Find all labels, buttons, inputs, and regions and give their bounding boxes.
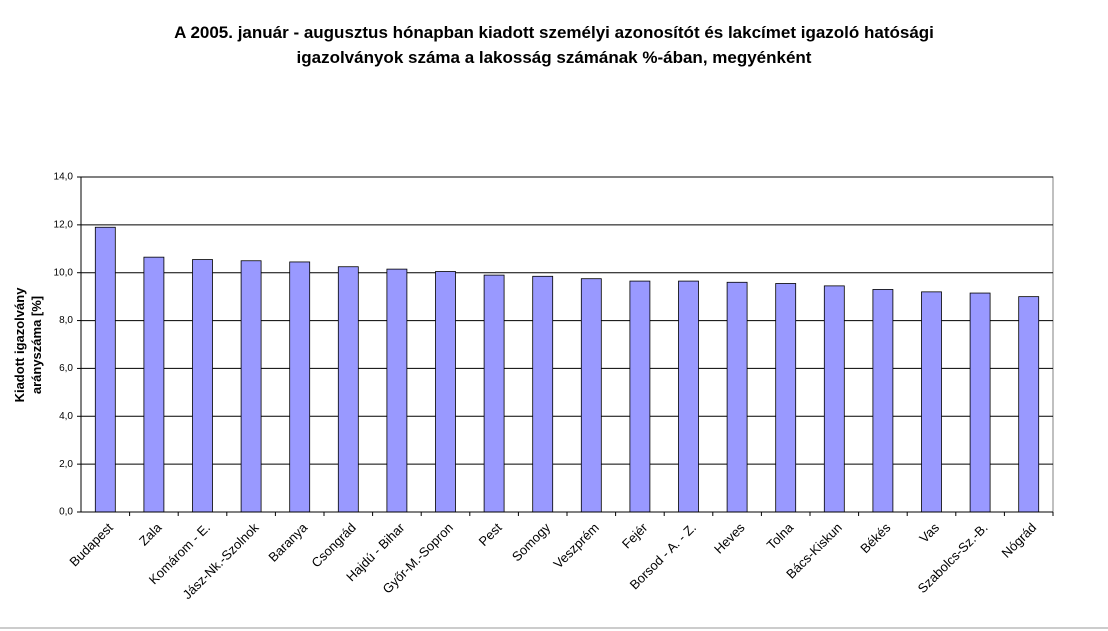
y-axis-label: Kiadott igazolvány	[12, 287, 27, 403]
bar	[435, 271, 456, 513]
bar	[532, 275, 554, 513]
x-tick-label: Baranya	[265, 519, 310, 564]
bar	[726, 281, 748, 513]
bar	[289, 261, 311, 513]
bar	[386, 268, 408, 513]
x-tick-group: Tolna	[764, 519, 797, 552]
x-tick-label: Heves	[711, 520, 748, 557]
bar	[143, 256, 165, 513]
chart-title: A 2005. január - augusztus hónapban kiad…	[174, 23, 934, 42]
x-tick-label: Budapest	[66, 520, 116, 570]
x-tick-label: Pest	[476, 520, 505, 549]
y-axis-label: arányszáma [%]	[29, 296, 44, 394]
x-tick-group: Békés	[857, 520, 894, 557]
y-tick-label: 14,0	[54, 172, 74, 183]
y-tick-label: 6,0	[59, 363, 73, 374]
bar	[678, 280, 699, 513]
y-tick-label: 8,0	[59, 315, 73, 326]
x-tick-label: Fejér	[619, 519, 651, 551]
x-tick-label: Tolna	[764, 519, 797, 552]
bar	[240, 260, 262, 513]
bar	[969, 292, 991, 513]
chart-title: igazolványok száma a lakosság számának %…	[297, 48, 812, 67]
x-tick-label: Békés	[857, 520, 894, 557]
y-tick-label: 10,0	[54, 267, 74, 278]
x-tick-group: Nógrád	[998, 520, 1039, 561]
x-tick-group: Veszprém	[550, 520, 601, 571]
bar	[580, 278, 602, 513]
bar	[1018, 296, 1040, 513]
bar	[192, 259, 213, 513]
x-tick-group: Budapest	[66, 520, 116, 570]
bar	[337, 266, 359, 513]
x-tick-label: Csongrád	[308, 520, 358, 570]
bar	[921, 291, 942, 513]
x-tick-label: Veszprém	[550, 520, 601, 571]
x-tick-group: Baranya	[265, 519, 310, 564]
bar	[629, 280, 651, 513]
x-tick-label: Zala	[136, 519, 165, 548]
x-tick-group: Csongrád	[308, 520, 358, 570]
y-tick-label: 2,0	[59, 459, 73, 470]
y-tick-label: 4,0	[59, 411, 73, 422]
bar	[872, 289, 894, 513]
x-tick-label: Vas	[916, 520, 942, 546]
x-tick-group: Pest	[476, 520, 505, 549]
x-tick-group: Somogy	[509, 520, 554, 565]
bar	[483, 274, 505, 513]
y-tick-label: 12,0	[54, 219, 74, 230]
plot-area	[80, 176, 1054, 513]
x-tick-group: Vas	[916, 520, 942, 546]
x-tick-label: Somogy	[509, 520, 554, 565]
bar	[94, 226, 116, 513]
x-tick-group: Fejér	[619, 519, 651, 551]
x-tick-group: Heves	[711, 520, 748, 557]
x-tick-label: Nógrád	[998, 520, 1039, 561]
y-tick-label: 0,0	[59, 507, 73, 518]
bar	[775, 283, 797, 513]
x-tick-group: Zala	[136, 519, 165, 548]
bar	[823, 285, 845, 513]
